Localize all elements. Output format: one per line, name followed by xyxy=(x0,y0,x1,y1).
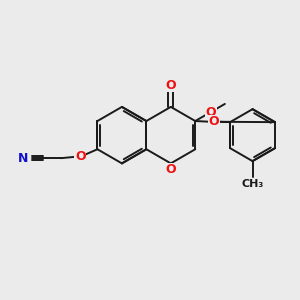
Text: O: O xyxy=(75,150,86,163)
Text: N: N xyxy=(17,152,28,165)
Text: O: O xyxy=(206,106,216,118)
Text: O: O xyxy=(166,79,176,92)
Text: CH₃: CH₃ xyxy=(242,179,264,189)
Text: O: O xyxy=(208,115,219,128)
Text: O: O xyxy=(166,164,176,176)
